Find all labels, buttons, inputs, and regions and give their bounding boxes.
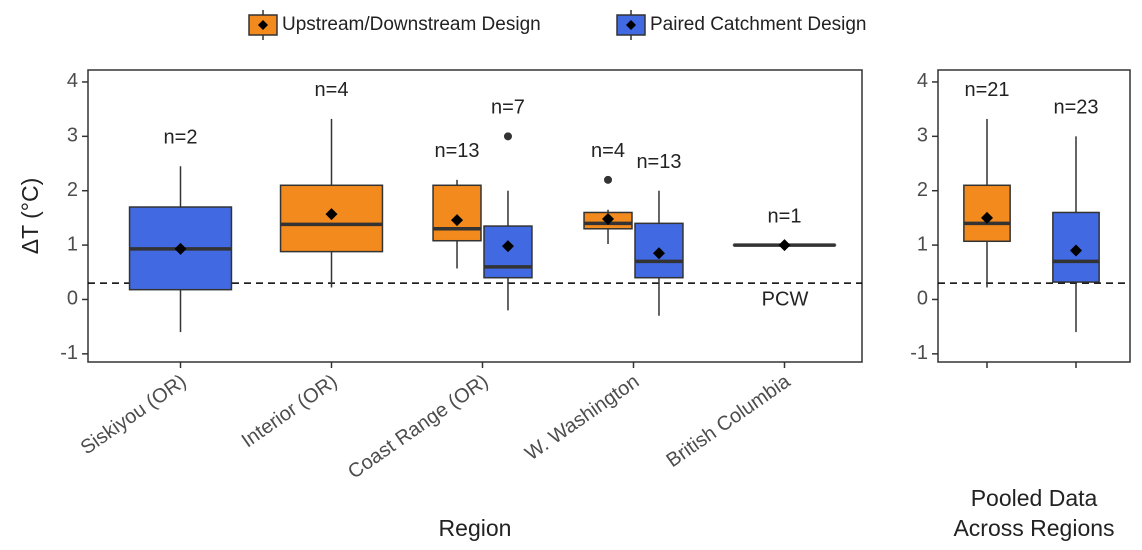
y-tick-label: 1 [917,233,928,255]
mean [602,212,615,225]
mean [981,211,993,224]
y-tick-label: 2 [917,179,928,201]
y-axis-title: ΔT (°C) [17,178,43,255]
mean [174,242,187,255]
mean [778,239,791,252]
mean [325,208,338,221]
x-tick-label: Interior (OR) [238,370,342,452]
mean [451,214,464,227]
legend-label: Paired Catchment Design [650,14,867,35]
x-axis-title: Region [439,515,512,541]
box [1052,211,1100,283]
y-tick-label: 0 [917,288,928,310]
y-tick-label: -1 [60,342,78,364]
x-tick-label: British Columbia [663,370,796,472]
mean [652,247,665,260]
y-tick-label: 0 [67,288,78,310]
x-axis-title: Across Regions [953,515,1114,541]
y-tick-label: 3 [917,125,928,147]
count-label: n=2 [164,127,198,149]
y-tick-label: 4 [67,70,78,92]
x-tick-label: Siskiyou (OR) [77,370,191,459]
y-tick-label: -1 [910,342,928,364]
count-label: n=7 [491,97,525,119]
count-label: n=13 [434,140,479,162]
legend-item: Upstream/Downstream Design [248,10,541,40]
mean [1070,244,1082,257]
x-axis-title: Pooled Data [971,485,1098,511]
count-label: n=4 [591,140,625,162]
y-tick-label: 3 [67,125,78,147]
x-tick-label: W. Washington [521,370,643,465]
count-label: n=1 [768,205,802,227]
count-label: n=21 [964,79,1009,101]
count-label: n=4 [315,79,349,101]
panel-frame [87,69,863,363]
reference-label: PCW [762,288,809,310]
count-label: n=23 [1053,97,1098,119]
outlier [604,175,613,184]
x-tick-label: Coast Range (OR) [344,370,492,483]
count-label: n=13 [636,151,681,173]
mean [501,240,514,253]
y-tick-label: 4 [917,70,928,92]
y-tick-label: 2 [67,179,78,201]
box [279,184,384,253]
outlier [503,132,512,141]
legend-key-mean [258,20,268,30]
y-tick-label: 1 [67,233,78,255]
legend-label: Upstream/Downstream Design [282,14,541,35]
box [432,184,482,242]
legend-key-mean [626,20,636,30]
legend-item: Paired Catchment Design [616,10,867,40]
panel-frame [937,69,1131,363]
